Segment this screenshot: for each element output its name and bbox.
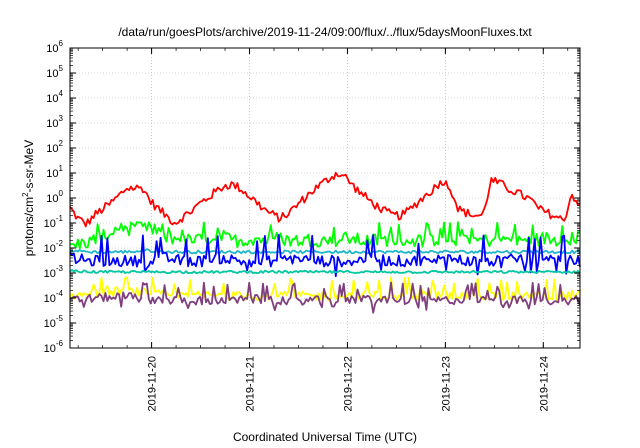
y-tick-label: 10-2 xyxy=(44,239,64,255)
y-axis-label-part-2: -s-sr-MeV xyxy=(22,140,36,193)
y-axis-label-part-1: protons/cm xyxy=(22,197,36,256)
y-tick-label: 102 xyxy=(46,139,63,155)
y-tick-label: 10-6 xyxy=(44,339,64,355)
x-tick-label: 2019-11-20 xyxy=(147,356,159,411)
series-line-4 xyxy=(69,233,581,278)
x-tick-label: 2019-11-22 xyxy=(342,356,354,411)
y-tick-label: 10-4 xyxy=(44,289,64,305)
series-group xyxy=(69,171,581,314)
series-line-5 xyxy=(69,269,581,275)
y-tick-label: 10-5 xyxy=(44,314,64,330)
y-tick-label: 103 xyxy=(46,114,63,130)
y-tick-label: 101 xyxy=(46,164,63,180)
x-axis-label: Coordinated Universal Time (UTC) xyxy=(233,430,417,444)
x-tick-label: 2019-11-23 xyxy=(440,356,452,411)
series-line-7 xyxy=(69,281,581,314)
x-axis: 2019-11-20 2019-11-21 2019-11-22 2019-11-23… xyxy=(77,48,569,411)
series-line-2 xyxy=(69,221,581,250)
series-line-3 xyxy=(69,248,581,255)
x-tick-label: 2019-11-24 xyxy=(538,356,550,411)
y-axis: 10-6 10-5 10-4 10-3 10-2 10-1 100 101 102 103 104 1… xyxy=(44,39,580,355)
y-axis-label: protons/cm2-s-sr-MeV xyxy=(21,140,36,256)
y-tick-label: 10-3 xyxy=(44,264,64,280)
x-tick-label: 2019-11-21 xyxy=(245,356,257,411)
y-tick-label: 10-1 xyxy=(44,214,64,230)
y-axis-label-superscript: 2 xyxy=(21,192,30,197)
series-line-6 xyxy=(69,276,581,302)
y-tick-label: 104 xyxy=(46,89,63,105)
y-tick-label: 106 xyxy=(46,39,63,55)
y-tick-label: 100 xyxy=(46,189,63,205)
chart-title: /data/run/goesPlots/archive/2019-11-24/0… xyxy=(118,25,532,39)
series-line-1 xyxy=(69,171,581,228)
y-tick-label: 105 xyxy=(46,64,63,80)
grid xyxy=(70,48,580,348)
